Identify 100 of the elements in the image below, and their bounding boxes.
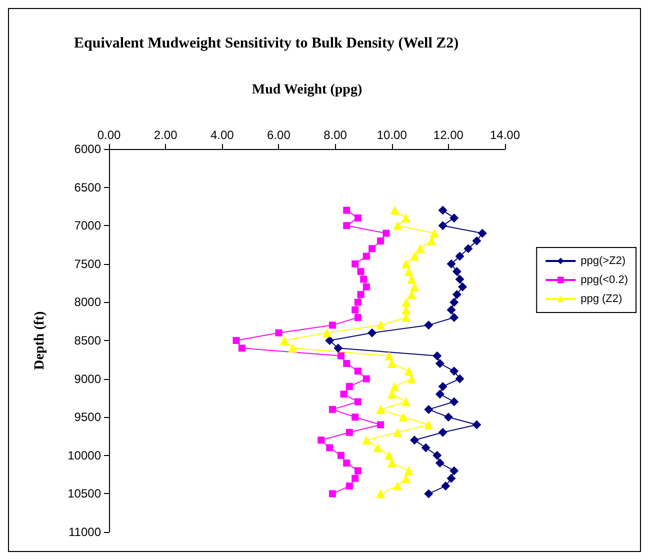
point — [402, 213, 410, 222]
point — [438, 382, 448, 391]
point — [455, 374, 464, 384]
point — [404, 366, 414, 376]
point — [362, 375, 370, 382]
point — [288, 344, 298, 353]
point — [402, 313, 410, 322]
point — [368, 328, 377, 338]
point — [438, 428, 448, 437]
point — [334, 344, 343, 353]
point — [362, 283, 370, 290]
point — [435, 390, 444, 399]
point — [238, 344, 246, 352]
point — [450, 466, 459, 476]
point — [376, 489, 386, 498]
point — [352, 414, 359, 421]
point — [452, 290, 462, 300]
point — [325, 336, 334, 345]
point — [352, 260, 359, 268]
point — [362, 436, 371, 445]
point — [275, 329, 282, 336]
point — [472, 236, 482, 246]
point — [354, 368, 362, 375]
point — [446, 305, 456, 314]
point — [328, 490, 336, 498]
point — [384, 351, 394, 360]
chart-title: Equivalent Mudweight Sensitivity to Bulk Density (Well Z2) — [74, 36, 459, 52]
point — [441, 482, 450, 491]
legend-label: ppg (Z2) — [580, 293, 622, 305]
point — [343, 360, 350, 367]
point — [354, 214, 362, 222]
point — [464, 244, 473, 254]
x-tick-label: 12.00 — [433, 128, 464, 142]
point — [362, 252, 370, 260]
point — [432, 450, 442, 460]
point — [318, 436, 325, 444]
point — [435, 458, 444, 468]
point — [360, 276, 368, 283]
legend-label: ppg(>Z2) — [580, 255, 626, 267]
point — [354, 467, 362, 474]
point — [322, 328, 332, 338]
point — [337, 452, 344, 459]
x-tick-label: 0.00 — [97, 128, 121, 142]
point — [450, 397, 459, 406]
point — [455, 252, 464, 261]
point — [402, 259, 410, 268]
point — [435, 358, 444, 368]
point — [346, 428, 353, 436]
x-tick-label: 14.00 — [490, 128, 520, 142]
point — [458, 282, 468, 292]
point — [377, 237, 384, 244]
legend-label: ppg(<0.2) — [580, 274, 628, 286]
point — [357, 268, 364, 276]
point — [326, 444, 334, 452]
point — [430, 228, 439, 238]
point — [410, 436, 419, 445]
point — [373, 443, 382, 452]
point — [416, 244, 425, 254]
point — [384, 450, 394, 460]
point — [390, 206, 400, 215]
point — [354, 298, 362, 306]
point — [446, 259, 456, 268]
point — [444, 412, 453, 422]
point — [404, 267, 414, 276]
point — [393, 428, 402, 437]
point — [376, 320, 386, 330]
point — [424, 404, 434, 414]
point — [393, 221, 402, 230]
point — [450, 298, 459, 307]
point — [376, 404, 386, 414]
y-tick-label: 6000 — [74, 142, 102, 156]
x-tick-label: 10.00 — [376, 128, 408, 142]
point — [346, 482, 353, 490]
point — [402, 397, 410, 406]
point — [340, 390, 348, 398]
point — [424, 489, 434, 498]
point — [438, 221, 448, 230]
point — [382, 230, 390, 237]
point — [438, 206, 448, 215]
y-tick-label: 10000 — [68, 448, 102, 462]
point — [421, 443, 430, 452]
point — [368, 245, 376, 252]
point — [432, 351, 442, 360]
y-tick-label: 9000 — [74, 372, 102, 386]
point — [450, 313, 459, 322]
point — [352, 306, 359, 314]
point — [450, 213, 459, 222]
y-axis-title: Depth (ft) — [32, 310, 48, 370]
point — [357, 291, 364, 298]
point — [328, 322, 336, 329]
y-tick-label: 7000 — [74, 218, 102, 233]
y-tick-label: 10500 — [68, 486, 102, 501]
point — [346, 382, 353, 390]
point — [390, 382, 400, 391]
point — [398, 412, 408, 422]
point — [455, 274, 464, 284]
y-tick-label: 9500 — [74, 410, 102, 424]
point — [452, 267, 462, 276]
y-tick-label: 8500 — [74, 334, 102, 348]
point — [402, 298, 410, 307]
